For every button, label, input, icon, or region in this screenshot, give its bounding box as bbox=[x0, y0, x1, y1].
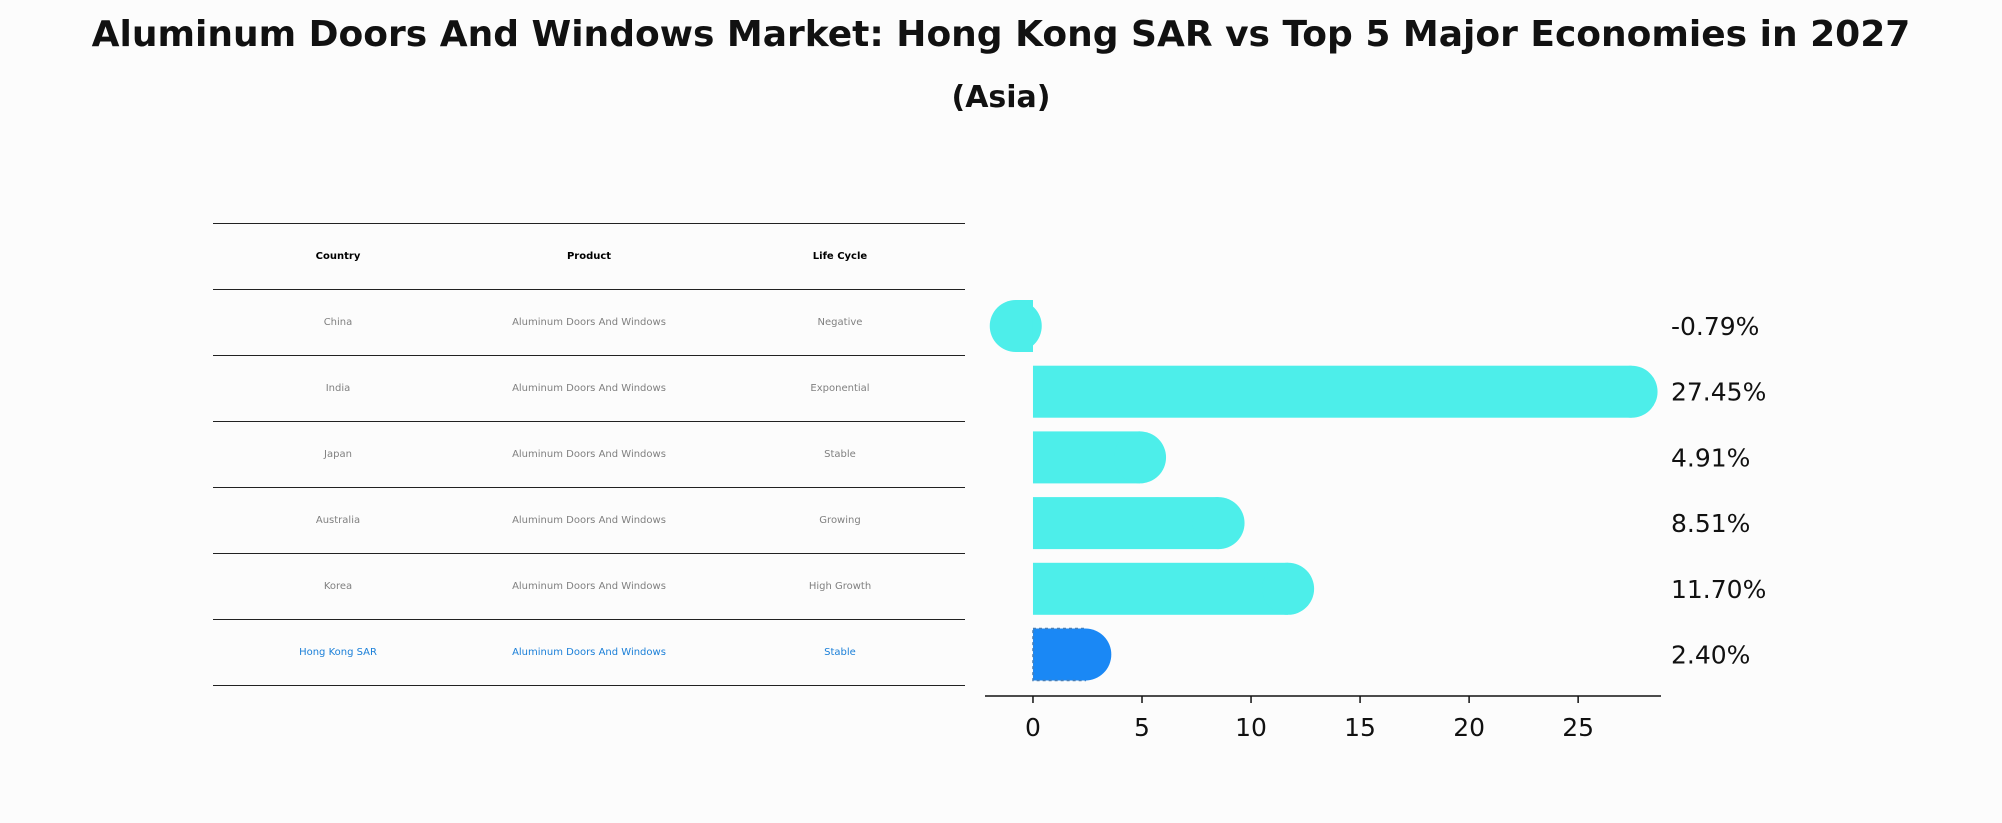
table-row: China Aluminum Doors And Windows Negativ… bbox=[213, 289, 965, 356]
value-label: 4.91% bbox=[1671, 443, 1750, 472]
cell-product: Aluminum Doors And Windows bbox=[463, 355, 715, 422]
x-tick-label: 0 bbox=[1025, 713, 1041, 742]
value-label: -0.79% bbox=[1671, 312, 1759, 341]
life-cycle-table: Country Product Life Cycle China Aluminu… bbox=[213, 223, 965, 686]
cell-country: Hong Kong SAR bbox=[213, 619, 463, 686]
cell-country: Japan bbox=[213, 421, 463, 488]
value-label: 11.70% bbox=[1671, 575, 1766, 604]
x-tick-label: 10 bbox=[1235, 713, 1267, 742]
bar-india bbox=[1032, 365, 1632, 418]
value-label: 8.51% bbox=[1671, 509, 1750, 538]
bar-korea bbox=[1032, 562, 1289, 615]
bar-cap bbox=[1192, 497, 1245, 550]
cell-life-cycle: Growing bbox=[715, 487, 965, 554]
cell-life-cycle: Negative bbox=[715, 289, 965, 356]
header-life-cycle: Life Cycle bbox=[715, 223, 965, 290]
cell-country: Australia bbox=[213, 487, 463, 554]
bar-cap bbox=[1114, 431, 1167, 484]
bar-cap bbox=[1605, 365, 1658, 418]
value-label: 27.45% bbox=[1671, 378, 1766, 407]
cell-life-cycle: Exponential bbox=[715, 355, 965, 422]
table-header-row: Country Product Life Cycle bbox=[213, 223, 965, 290]
chart-title: Aluminum Doors And Windows Market: Hong … bbox=[91, 14, 1911, 55]
table-row: Japan Aluminum Doors And Windows Stable bbox=[213, 421, 965, 488]
cell-country: India bbox=[213, 355, 463, 422]
header-country: Country bbox=[213, 223, 463, 290]
cell-product: Aluminum Doors And Windows bbox=[463, 289, 715, 356]
cell-product: Aluminum Doors And Windows bbox=[463, 487, 715, 554]
bar-australia bbox=[1032, 497, 1219, 550]
x-tick-label: 5 bbox=[1134, 713, 1150, 742]
cell-product: Aluminum Doors And Windows bbox=[463, 619, 715, 686]
table-row: Korea Aluminum Doors And Windows High Gr… bbox=[213, 553, 965, 620]
value-label: 2.40% bbox=[1671, 641, 1750, 670]
x-tick-label: 15 bbox=[1344, 713, 1376, 742]
cell-life-cycle: Stable bbox=[715, 421, 965, 488]
cell-life-cycle: Stable bbox=[715, 619, 965, 686]
cell-product: Aluminum Doors And Windows bbox=[463, 421, 715, 488]
cell-country: China bbox=[213, 289, 463, 356]
cell-product: Aluminum Doors And Windows bbox=[463, 553, 715, 620]
table-row-highlighted: Hong Kong SAR Aluminum Doors And Windows… bbox=[213, 619, 965, 686]
cell-life-cycle: High Growth bbox=[715, 553, 965, 620]
bar-cap-fill bbox=[1015, 300, 1033, 352]
table-row: Australia Aluminum Doors And Windows Gro… bbox=[213, 487, 965, 554]
bar-cap bbox=[1059, 628, 1112, 681]
cell-country: Korea bbox=[213, 553, 463, 620]
bar-cap bbox=[1262, 562, 1315, 615]
table-row: India Aluminum Doors And Windows Exponen… bbox=[213, 355, 965, 422]
x-tick-label: 25 bbox=[1562, 713, 1594, 742]
chart-subtitle: (Asia) bbox=[951, 80, 1051, 115]
x-tick-label: 20 bbox=[1453, 713, 1485, 742]
header-product: Product bbox=[463, 223, 715, 290]
